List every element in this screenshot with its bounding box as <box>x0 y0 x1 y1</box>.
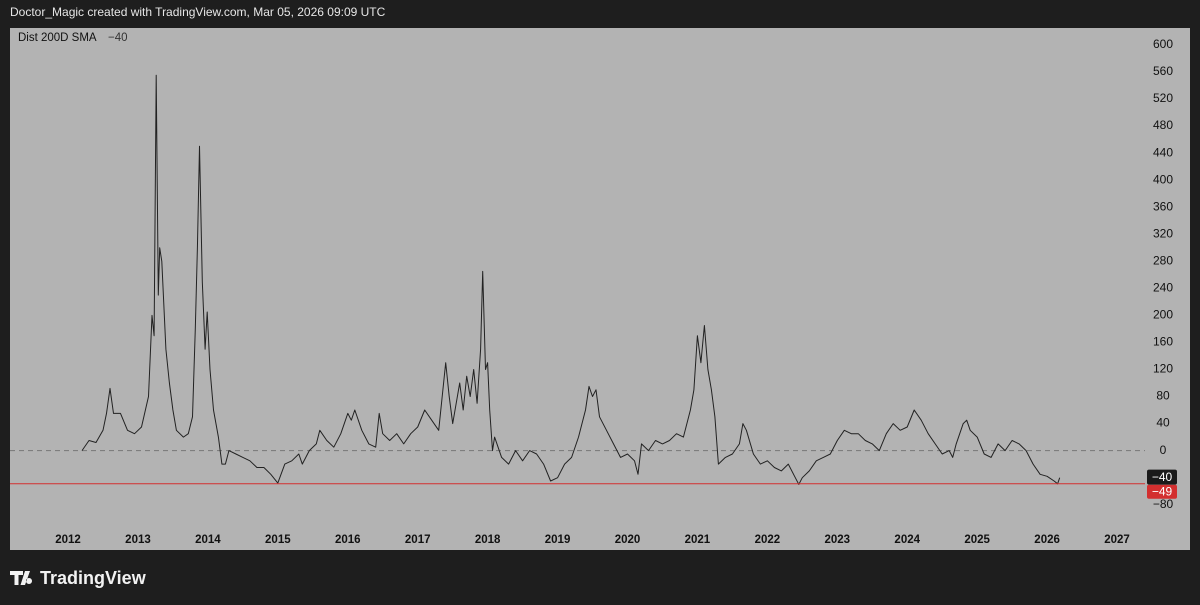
brand-logo: TradingView <box>10 568 147 588</box>
x-tick-label: 2012 <box>55 534 81 546</box>
x-tick-label: 2027 <box>1104 534 1130 546</box>
x-tick-label: 2019 <box>545 534 571 546</box>
price-label-box <box>1147 484 1177 499</box>
y-tick-label: 360 <box>1153 199 1173 213</box>
series-name: Dist 200D SMA <box>18 32 97 44</box>
y-tick-label: 240 <box>1153 281 1173 295</box>
y-tick-label: 0 <box>1160 443 1167 457</box>
x-tick-label: 2020 <box>615 534 641 546</box>
y-tick-label: 40 <box>1156 416 1170 430</box>
chart-panel <box>10 28 1190 550</box>
x-tick-label: 2014 <box>195 534 221 546</box>
y-tick-label: 120 <box>1153 362 1173 376</box>
y-tick-label: 280 <box>1153 253 1173 267</box>
y-tick-label: −80 <box>1153 497 1174 511</box>
logo-icon <box>10 571 33 585</box>
y-tick-label: 200 <box>1153 308 1173 322</box>
x-tick-label: 2023 <box>825 534 851 546</box>
y-tick-label: 440 <box>1153 145 1173 159</box>
last-value-box <box>1147 469 1177 485</box>
y-tick-label: 480 <box>1153 118 1173 132</box>
series-line <box>81 74 1061 485</box>
x-tick-label: 2021 <box>685 534 711 546</box>
header-text: Doctor_Magic created with TradingView.co… <box>10 5 386 19</box>
last-value-label: −40 <box>1152 470 1173 484</box>
brand-name: TradingView <box>40 568 147 588</box>
y-tick-label: 560 <box>1153 64 1173 78</box>
y-tick-label: 600 <box>1153 37 1173 51</box>
indicator-value: −40 <box>108 32 128 44</box>
x-tick-label: 2018 <box>475 534 501 546</box>
y-tick-label: 80 <box>1156 389 1170 403</box>
x-tick-label: 2025 <box>964 534 990 546</box>
y-tick-label: 400 <box>1153 172 1173 186</box>
x-tick-label: 2017 <box>405 534 431 546</box>
y-tick-label: 320 <box>1153 226 1173 240</box>
x-tick-label: 2016 <box>335 534 361 546</box>
y-tick-label: 520 <box>1153 91 1173 105</box>
x-tick-label: 2026 <box>1034 534 1060 546</box>
y-tick-label: 160 <box>1153 335 1173 349</box>
x-tick-label: 2022 <box>755 534 781 546</box>
x-tick-label: 2013 <box>125 534 151 546</box>
x-tick-label: 2024 <box>894 534 920 546</box>
price-label: −49 <box>1152 484 1173 498</box>
x-tick-label: 2015 <box>265 534 291 546</box>
